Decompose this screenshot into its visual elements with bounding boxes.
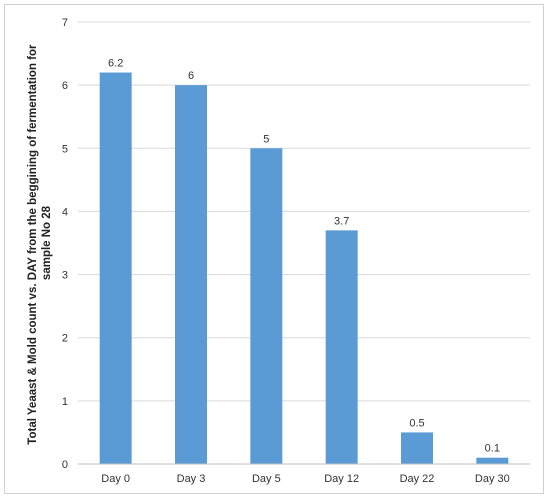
data-label: 5 [263,133,269,145]
y-axis-label-line-1: Total Yeaast & Mold count vs. DAY from t… [27,44,39,445]
y-tick-label: 2 [62,333,68,345]
y-tick-label: 4 [62,206,68,218]
data-label: 0.1 [485,443,500,455]
y-tick-label: 3 [62,270,68,282]
x-tick-label: Day 3 [177,473,206,485]
data-labels: 6.2 6 5 3.7 0.5 0.1 [108,58,500,455]
x-tick-label: Day 22 [400,473,435,485]
x-axis-ticks: Day 0 Day 3 Day 5 Day 12 Day 22 Day 30 [101,473,509,485]
y-tick-label: 0 [62,459,68,471]
bar-day-22 [401,432,433,464]
x-tick-label: Day 30 [475,473,510,485]
grid-lines [78,21,530,402]
y-tick-label: 1 [62,396,68,408]
bars [99,72,509,465]
bar-day-30 [476,457,509,464]
bar-day-5 [250,148,283,465]
y-axis-label-line-2: sample No 28 [41,205,53,280]
bar-day-3 [175,85,207,465]
x-tick-label: Day 0 [101,473,130,485]
data-label: 0.5 [409,417,424,429]
data-label: 6 [188,70,194,82]
x-tick-label: Day 5 [252,473,281,485]
data-label: 3.7 [334,215,349,227]
bar-day-12 [325,230,358,464]
bar-day-0 [99,72,132,464]
y-tick-label: 5 [62,143,68,155]
y-axis-label: Total Yeaast & Mold count vs. DAY from t… [27,41,53,444]
y-tick-label: 7 [62,17,68,29]
y-axis-ticks: 0 1 2 3 4 5 6 7 [62,17,68,471]
x-tick-label: Day 12 [324,473,359,485]
y-tick-label: 6 [62,80,68,92]
data-label: 6.2 [108,58,123,70]
